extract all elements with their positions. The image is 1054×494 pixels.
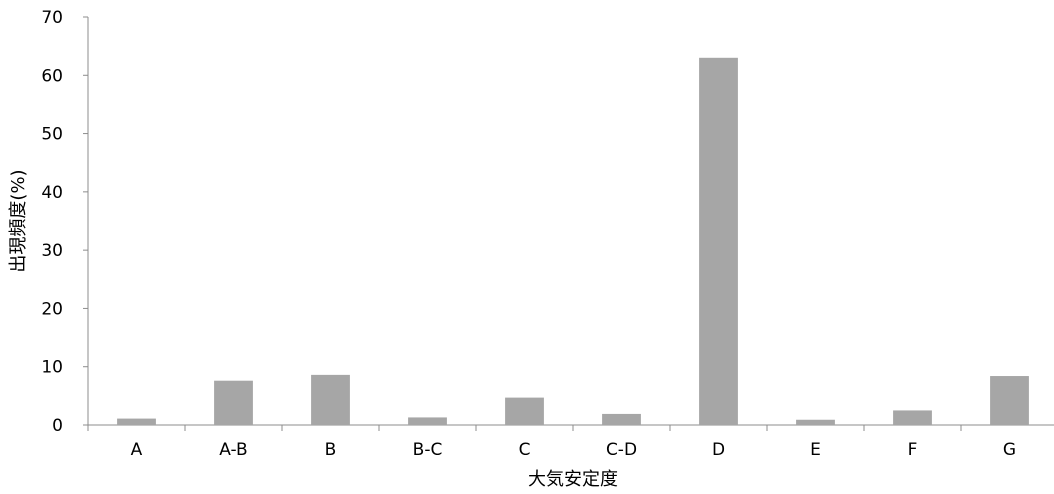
bar-g xyxy=(990,376,1029,425)
y-tick-label: 60 xyxy=(41,66,63,86)
y-tick-label: 50 xyxy=(41,125,63,145)
bar-e xyxy=(796,420,835,425)
x-axis-title: 大気安定度 xyxy=(528,469,618,490)
x-tick-label: D xyxy=(712,440,725,460)
y-tick-label: 10 xyxy=(41,358,63,378)
bar-a-b xyxy=(214,381,253,425)
y-tick-label: 70 xyxy=(41,8,63,28)
x-tick-label: B xyxy=(325,440,337,460)
y-tick-label: 20 xyxy=(41,299,63,319)
y-axis-title: 出現頻度(%) xyxy=(8,169,29,272)
bar-c-d xyxy=(602,414,641,425)
y-tick-label: 0 xyxy=(52,416,63,436)
x-tick-label: C xyxy=(519,440,531,460)
bar-d xyxy=(699,58,738,425)
bar-f xyxy=(893,410,932,425)
x-tick-label: B-C xyxy=(413,440,443,460)
x-tick-label: F xyxy=(908,440,918,460)
bars xyxy=(117,58,1029,425)
x-tick-label: A xyxy=(131,440,143,460)
bar-a xyxy=(117,419,156,425)
y-tick-label: 30 xyxy=(41,241,63,261)
bar-b-c xyxy=(408,417,447,425)
x-tick-label: A-B xyxy=(219,440,247,460)
y-tick-label: 40 xyxy=(41,183,63,203)
x-tick-label: E xyxy=(810,440,821,460)
bar-b xyxy=(311,375,350,425)
bar-c xyxy=(505,398,544,425)
x-tick-label: C-D xyxy=(606,440,637,460)
x-axis: A A-B B B-C C C-D D E F G xyxy=(88,425,1054,460)
y-axis: 0 10 20 30 40 50 60 70 xyxy=(41,8,88,436)
x-tick-label: G xyxy=(1003,440,1016,460)
